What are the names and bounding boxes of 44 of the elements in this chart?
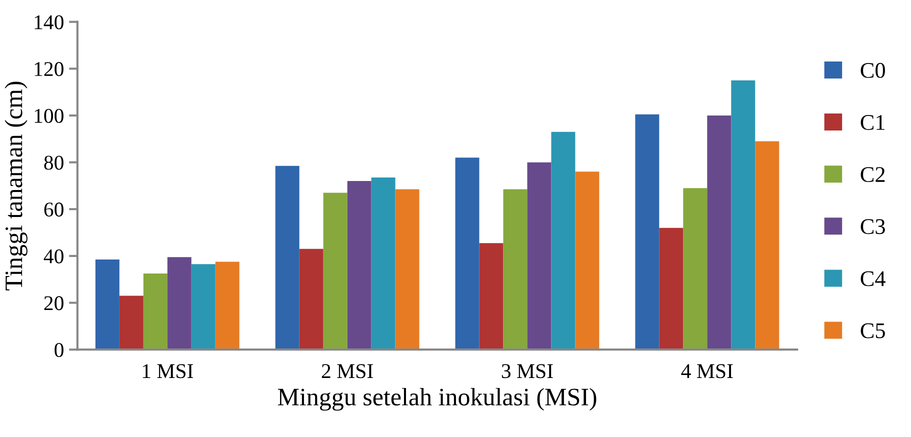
bar	[659, 228, 684, 350]
bar	[95, 259, 120, 350]
x-tick-label: 4 MSI	[681, 364, 733, 378]
y-tick-label: 20	[44, 296, 64, 310]
y-tick-label: 80	[44, 156, 64, 170]
bar	[299, 248, 324, 350]
bar	[503, 189, 528, 350]
bar	[479, 243, 504, 350]
y-tick-label: 120	[34, 62, 64, 76]
x-tick-label: 1 MSI	[142, 364, 193, 378]
legend-label: C4	[860, 271, 886, 286]
bar	[143, 274, 168, 350]
bar	[347, 181, 372, 350]
legend-label: C5	[860, 323, 885, 338]
bar	[215, 262, 240, 350]
legend-label: C0	[860, 62, 885, 78]
legend-label: C2	[860, 167, 885, 182]
y-axis-title: Tinggi tanaman (cm)	[4, 82, 28, 290]
bar	[527, 162, 552, 350]
y-tick-label: 40	[44, 249, 64, 264]
legend-label: C1	[860, 115, 884, 130]
bar	[323, 192, 348, 350]
bar	[455, 158, 480, 350]
bar	[683, 188, 708, 350]
bar	[275, 166, 300, 350]
bar	[167, 257, 192, 350]
y-tick-label: 100	[34, 108, 64, 123]
x-tick-label: 2 MSI	[322, 364, 373, 378]
bar	[191, 264, 216, 350]
bar	[755, 141, 780, 350]
bar	[371, 178, 396, 350]
bar	[551, 132, 576, 350]
y-tick-label: 140	[34, 15, 64, 30]
x-axis-title: Minggu setelah inokulasi (MSI)	[278, 388, 596, 411]
bar	[395, 189, 420, 350]
bar	[575, 172, 600, 350]
y-tick-label: 0	[54, 342, 64, 358]
bar	[707, 115, 732, 350]
x-tick-label: 3 MSI	[502, 364, 553, 378]
legend-label: C3	[860, 219, 885, 234]
bar	[119, 296, 144, 350]
bar	[635, 114, 660, 350]
bar	[731, 80, 756, 350]
y-tick-label: 60	[44, 202, 64, 217]
